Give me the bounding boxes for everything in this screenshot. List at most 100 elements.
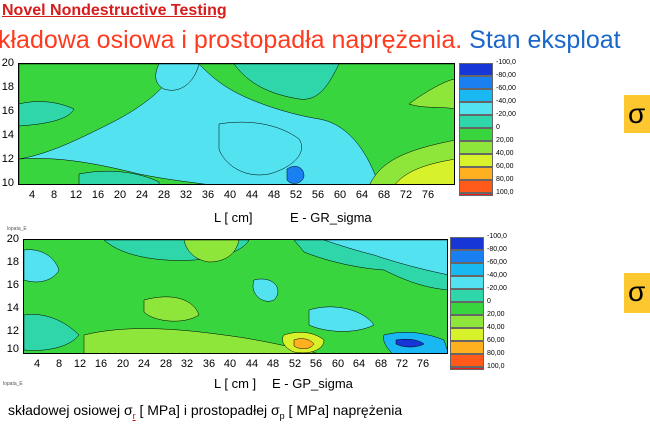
plot-tag-top: lopata_E bbox=[7, 226, 27, 232]
legend-label: 80,00 bbox=[487, 350, 505, 357]
x-tick: 44 bbox=[245, 189, 259, 201]
legend-swatch bbox=[459, 115, 493, 128]
title-red-part: kładowa osiowa i prostopadła naprężenia. bbox=[0, 26, 463, 54]
legend-label: -80,00 bbox=[496, 72, 516, 79]
region-plus20 bbox=[83, 328, 317, 353]
x-tick: 68 bbox=[374, 358, 388, 370]
x-tick: 72 bbox=[399, 189, 413, 201]
caption-sub-r: r bbox=[132, 410, 136, 421]
x-tick: 36 bbox=[202, 358, 216, 370]
x-tick: 16 bbox=[91, 189, 105, 201]
title-blue-part: Stan eksploat bbox=[469, 26, 621, 54]
legend-label: 60,00 bbox=[487, 337, 505, 344]
region-minus20 bbox=[19, 101, 75, 127]
legend-label: 100,0 bbox=[496, 189, 514, 196]
legend-label: 20,00 bbox=[487, 311, 505, 318]
caption-mid: [ MPa] i prostopadłej σ bbox=[135, 402, 280, 418]
x-tick: 4 bbox=[28, 189, 36, 201]
series-label-gr: E - GR_sigma bbox=[290, 210, 372, 225]
region-plus20 bbox=[143, 296, 200, 322]
legend-swatch bbox=[459, 63, 493, 76]
x-tick: 76 bbox=[421, 189, 435, 201]
x-tick: 52 bbox=[288, 358, 302, 370]
sigma-badge-bottom: σ bbox=[624, 273, 650, 313]
legend-swatch bbox=[450, 367, 484, 370]
legend-label: -20,00 bbox=[496, 111, 516, 118]
legend-swatch bbox=[450, 289, 484, 302]
legend-label: 0 bbox=[487, 298, 491, 305]
x-tick: 48 bbox=[266, 358, 280, 370]
x-tick: 40 bbox=[223, 358, 237, 370]
x-tick: 56 bbox=[309, 358, 323, 370]
x-tick: 64 bbox=[355, 189, 369, 201]
x-tick: 16 bbox=[94, 358, 108, 370]
region-minus20 bbox=[78, 170, 160, 184]
legend-label: -20,00 bbox=[487, 285, 507, 292]
y-tick: 10 bbox=[6, 343, 19, 355]
x-axis-label-gr: L [ cm] bbox=[214, 210, 253, 225]
region-minus20 bbox=[24, 314, 80, 351]
x-tick: 44 bbox=[245, 358, 259, 370]
region-plus40 bbox=[395, 159, 454, 184]
x-tick: 64 bbox=[352, 358, 366, 370]
footer-caption: składowej osiowej σr [ MPa] i prostopadł… bbox=[8, 402, 402, 421]
legend-label: 40,00 bbox=[496, 150, 514, 157]
legend-label: -40,00 bbox=[496, 98, 516, 105]
legend-label: -100,0 bbox=[487, 233, 507, 240]
legend-label: 100,0 bbox=[487, 363, 505, 370]
x-tick: 60 bbox=[333, 189, 347, 201]
caption-post: [ MPa] naprężenia bbox=[284, 402, 403, 418]
region-minus80 bbox=[286, 166, 305, 184]
legend-label: -60,00 bbox=[487, 259, 507, 266]
region-plus20 bbox=[408, 79, 454, 109]
x-tick: 32 bbox=[179, 189, 193, 201]
region-minus40 bbox=[218, 121, 302, 176]
x-tick: 24 bbox=[137, 358, 151, 370]
x-tick: 20 bbox=[113, 189, 127, 201]
x-tick: 8 bbox=[50, 189, 58, 201]
slide-title: kładowa osiowa i prostopadła naprężenia.… bbox=[0, 26, 621, 55]
y-tick: 20 bbox=[6, 233, 19, 245]
legend-swatch bbox=[450, 276, 484, 289]
y-tick: 18 bbox=[1, 81, 14, 93]
legend-swatch bbox=[459, 128, 493, 141]
header-brand: Novel Nondestructive Testing bbox=[2, 2, 227, 19]
legend-swatch bbox=[459, 154, 493, 167]
legend-swatch bbox=[459, 76, 493, 89]
contour-plot-gp-svg bbox=[24, 240, 447, 353]
legend-label: -100,0 bbox=[496, 59, 516, 66]
legend-label: -60,00 bbox=[496, 85, 516, 92]
legend-swatch bbox=[450, 328, 484, 341]
y-tick: 18 bbox=[6, 256, 19, 268]
x-tick: 68 bbox=[377, 189, 391, 201]
legend-swatch bbox=[459, 141, 493, 154]
x-tick: 52 bbox=[289, 189, 303, 201]
x-tick: 4 bbox=[33, 358, 41, 370]
legend-swatch bbox=[459, 167, 493, 180]
legend-swatch bbox=[450, 341, 484, 354]
x-tick: 48 bbox=[267, 189, 281, 201]
region-minus40 bbox=[155, 64, 200, 91]
legend-swatch bbox=[450, 250, 484, 263]
y-tick: 12 bbox=[6, 325, 19, 337]
y-tick: 12 bbox=[1, 153, 14, 165]
x-tick: 36 bbox=[201, 189, 215, 201]
legend-swatch bbox=[459, 180, 493, 193]
y-tick: 16 bbox=[6, 279, 19, 291]
contour-plot-gr bbox=[18, 63, 455, 185]
plot-tag-bottom: lopata_E bbox=[3, 381, 23, 387]
legend-swatch bbox=[459, 89, 493, 102]
x-axis-label-gp: L [ cm ] bbox=[214, 376, 257, 391]
legend-swatch bbox=[450, 237, 484, 250]
x-tick: 20 bbox=[116, 358, 130, 370]
x-tick: 28 bbox=[157, 189, 171, 201]
legend-swatch bbox=[459, 102, 493, 115]
legend-label: 0 bbox=[496, 124, 500, 131]
legend-label: -80,00 bbox=[487, 246, 507, 253]
region-minus100 bbox=[395, 338, 425, 348]
region-minus40 bbox=[24, 249, 60, 283]
x-tick: 24 bbox=[135, 189, 149, 201]
x-tick: 8 bbox=[55, 358, 63, 370]
contour-plot-gp bbox=[23, 239, 448, 354]
region-zero bbox=[198, 64, 454, 184]
